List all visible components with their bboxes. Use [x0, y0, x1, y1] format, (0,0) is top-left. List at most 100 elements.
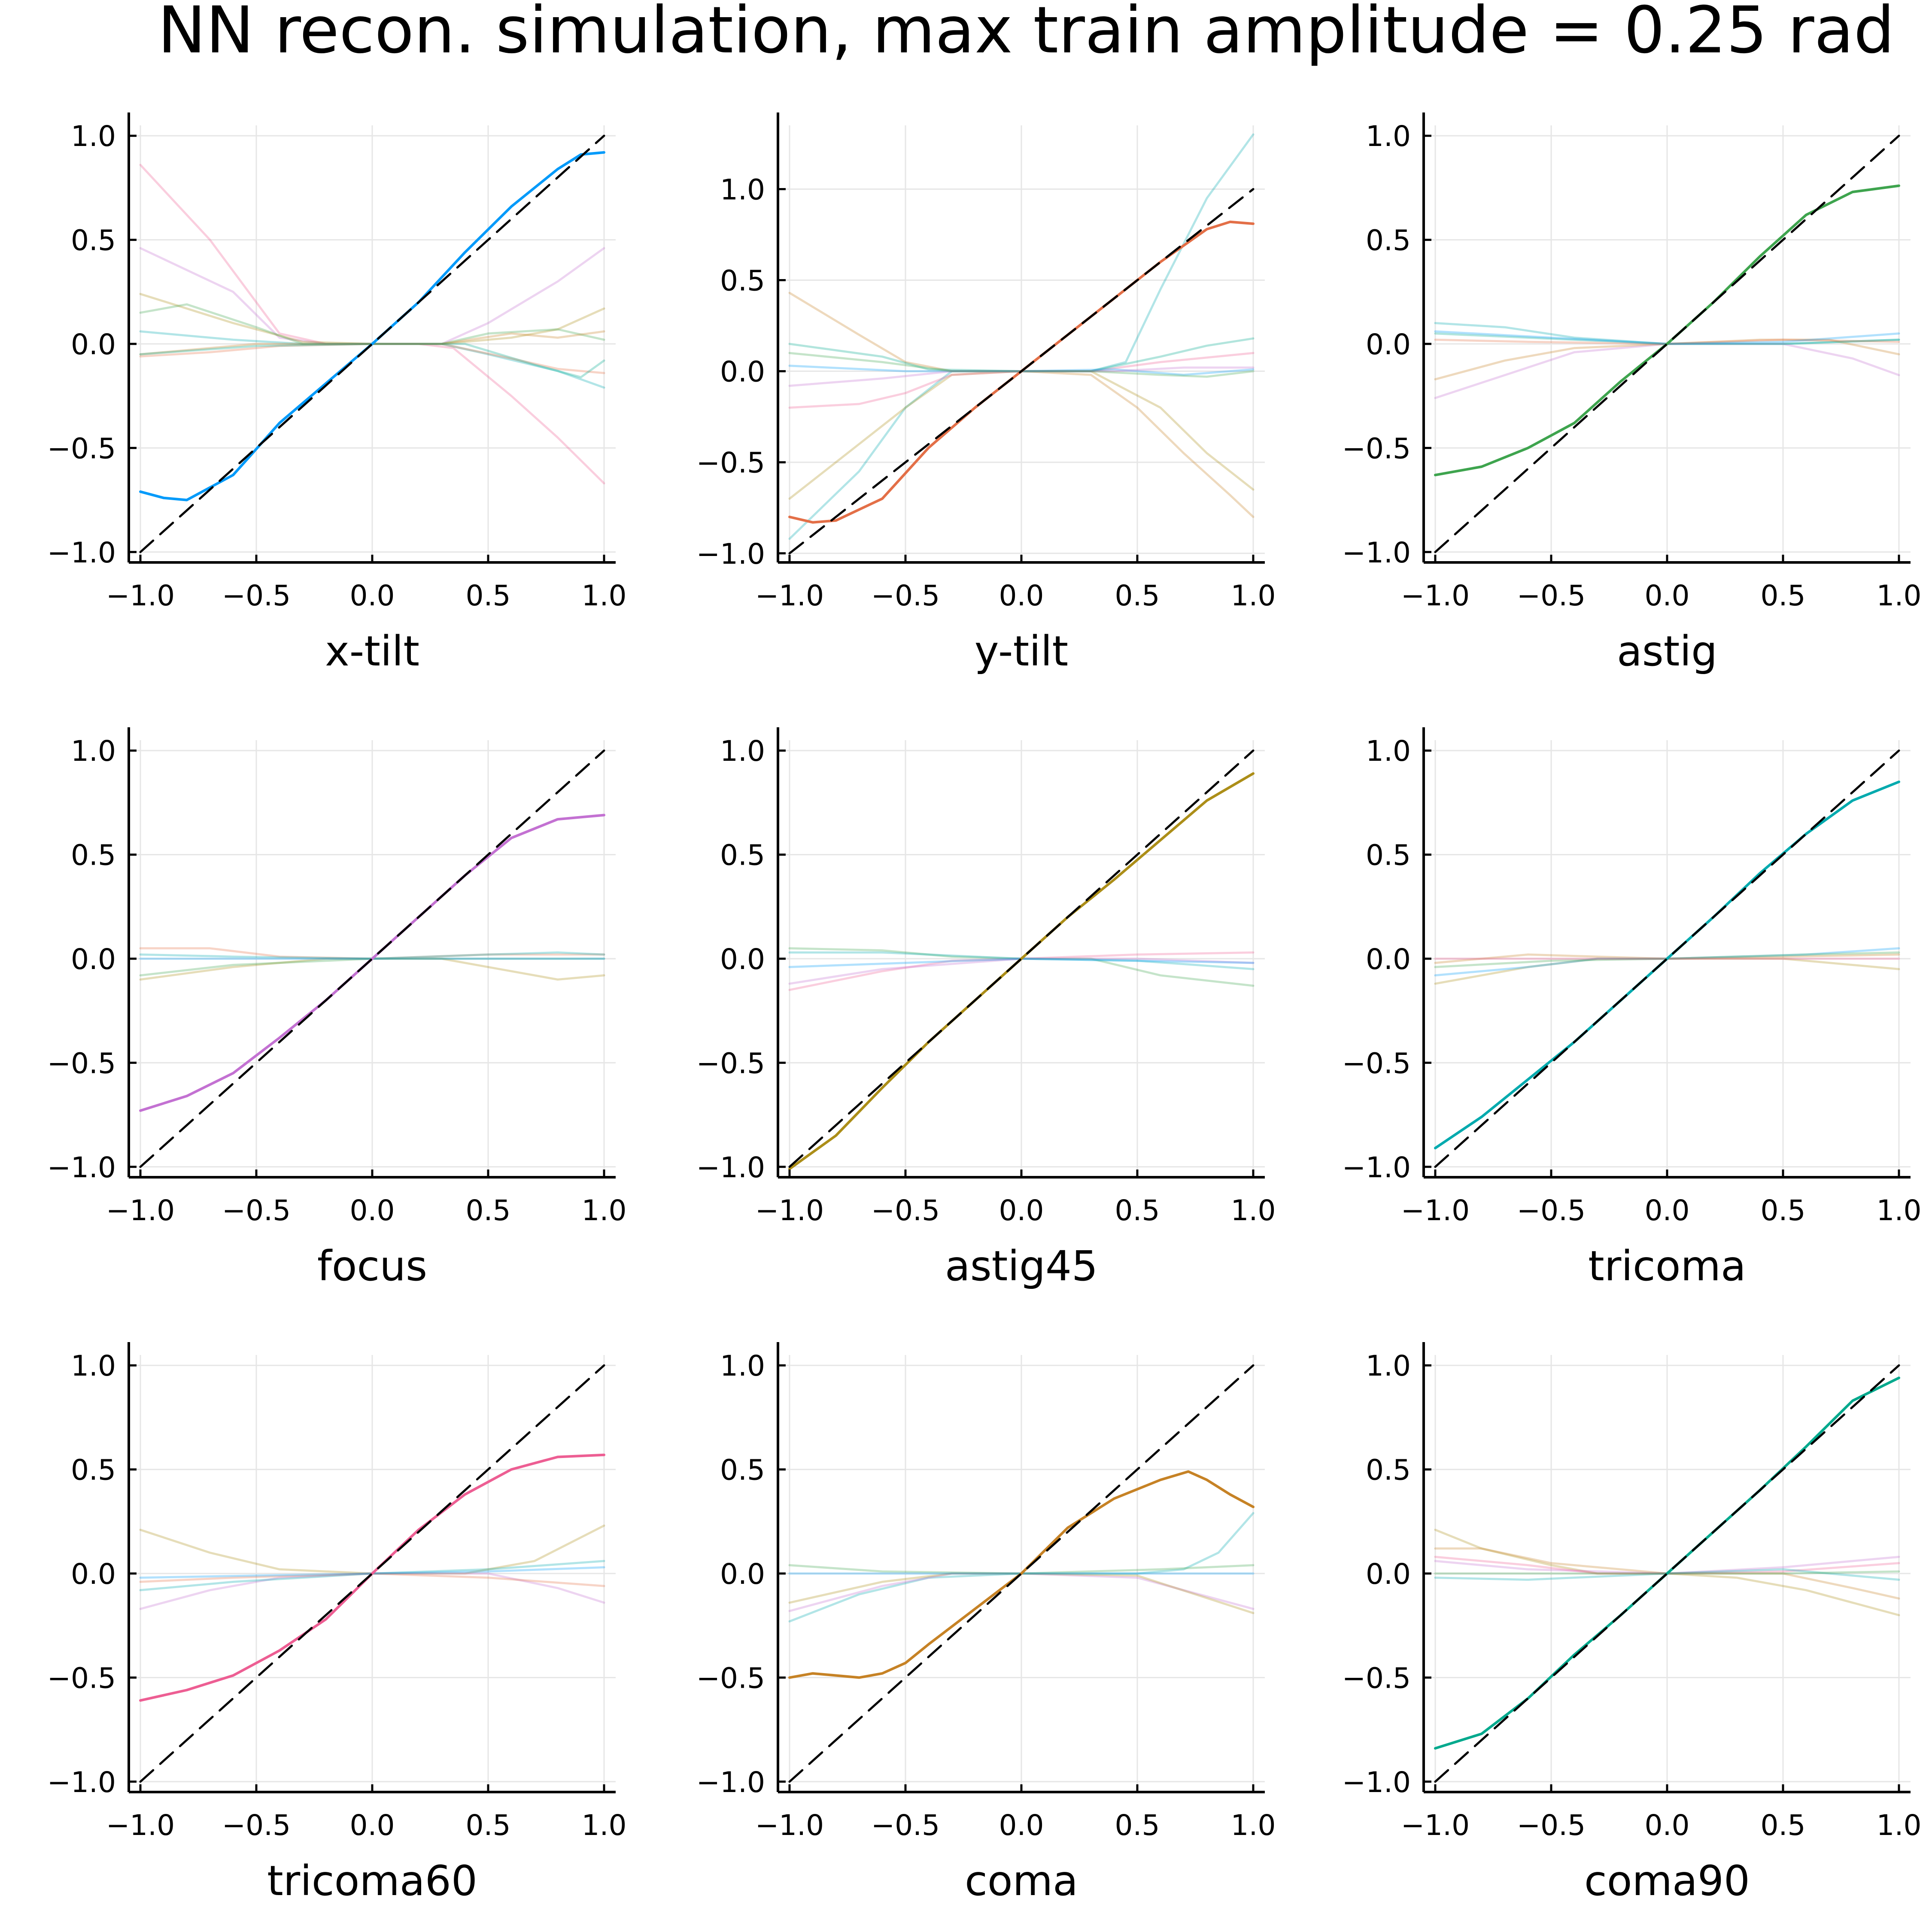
- faint-series-line: [139, 164, 605, 485]
- faint-series-line: [1434, 1555, 1900, 1575]
- x-tick-label: −1.0: [106, 1809, 175, 1842]
- y-tick-label: −0.5: [1342, 432, 1411, 465]
- y-tick-label: −0.5: [696, 447, 765, 480]
- x-axis-label: x-tilt: [325, 627, 419, 675]
- x-tick-label: 0.5: [466, 1809, 511, 1842]
- y-tick-label: −1.0: [47, 536, 116, 569]
- y-tick-label: 1.0: [720, 735, 765, 768]
- faint-series-line: [139, 330, 605, 355]
- x-tick-label: 1.0: [582, 1194, 627, 1227]
- faint-series-line: [788, 1572, 1255, 1614]
- identity-dashed-line: [788, 749, 1255, 1168]
- y-tick-label: −1.0: [47, 1151, 116, 1184]
- identity-dashed-line: [1434, 134, 1900, 553]
- y-tick-label: −0.5: [1342, 1662, 1411, 1695]
- x-tick-label: −0.5: [222, 579, 291, 612]
- faint-series-line: [139, 947, 605, 960]
- y-tick-label: 0.0: [1366, 943, 1411, 976]
- identity-dashed-line: [139, 134, 605, 553]
- faint-series-line: [788, 365, 1255, 376]
- main-series-line: [1434, 781, 1900, 1150]
- y-tick-label: 0.0: [720, 355, 765, 389]
- y-tick-label: 0.0: [71, 328, 116, 361]
- y-tick-label: −0.5: [47, 1047, 116, 1080]
- x-tick-label: 1.0: [1877, 579, 1922, 612]
- x-tick-label: −1.0: [106, 1194, 175, 1227]
- x-axis-label: coma: [965, 1857, 1078, 1905]
- faint-series-line: [139, 951, 605, 960]
- x-axis-label: tricoma60: [267, 1857, 477, 1905]
- x-tick-label: 1.0: [582, 579, 627, 612]
- y-tick-label: 0.5: [71, 1454, 116, 1487]
- x-tick-label: −1.0: [755, 579, 824, 612]
- panel-coma90: −1.0 −0.5 0.0 0.5 1.0 −1.0 −0.5 0.0 0.5 1.0 coma90: [1342, 1342, 1922, 1905]
- faint-series-line: [139, 343, 605, 379]
- y-tick-label: 1.0: [71, 120, 116, 153]
- faint-series-line: [788, 352, 1255, 409]
- x-axis-label: tricoma: [1588, 1242, 1746, 1290]
- main-series-line: [788, 772, 1255, 1170]
- y-tick-label: −1.0: [1342, 1766, 1411, 1799]
- panel-tricoma60: −1.0 −0.5 0.0 0.5 1.0 −1.0 −0.5 0.0 0.5 1.0 tricom…: [47, 1342, 626, 1905]
- x-tick-label: 0.0: [999, 1194, 1044, 1227]
- faint-series-line: [788, 133, 1255, 540]
- faint-series-line: [1434, 322, 1900, 345]
- faint-series-line: [1434, 1528, 1900, 1616]
- panel-x-tilt: −1.0 −0.5 0.0 0.5 1.0 −1.0 −0.5 0.0 0.5 1.0 x-tilt: [47, 112, 627, 675]
- faint-series-line: [139, 957, 605, 981]
- y-tick-label: 0.5: [720, 1454, 765, 1487]
- panel-coma: −1.0 −0.5 0.0 0.5 1.0 −1.0 −0.5 0.0 0.5 1.0 coma: [696, 1342, 1276, 1905]
- x-axis-label: y-tilt: [975, 627, 1068, 675]
- x-axis-label: astig: [1617, 627, 1717, 675]
- x-tick-label: −1.0: [755, 1194, 824, 1227]
- x-tick-label: 1.0: [1231, 1194, 1276, 1227]
- y-tick-label: −0.5: [1342, 1047, 1411, 1080]
- y-tick-label: 1.0: [720, 173, 765, 206]
- faint-series-line: [139, 330, 605, 389]
- y-tick-label: 0.0: [1366, 1558, 1411, 1591]
- x-tick-label: −1.0: [1401, 1194, 1470, 1227]
- y-tick-label: −1.0: [1342, 536, 1411, 569]
- x-tick-label: 0.5: [1761, 579, 1806, 612]
- x-tick-label: 0.5: [1115, 579, 1160, 612]
- y-tick-label: 0.0: [720, 1558, 765, 1591]
- x-tick-label: 0.5: [466, 579, 511, 612]
- faint-series-line: [788, 1512, 1255, 1622]
- x-tick-label: 0.0: [1645, 1809, 1690, 1842]
- faint-series-line: [788, 337, 1255, 373]
- x-axis-label: focus: [317, 1242, 427, 1290]
- identity-dashed-line: [139, 749, 605, 1168]
- x-tick-label: −0.5: [871, 579, 940, 612]
- main-series-line: [139, 1453, 605, 1702]
- y-tick-label: −1.0: [696, 1151, 765, 1184]
- y-tick-label: 0.0: [71, 1558, 116, 1591]
- faint-series-line: [788, 951, 1255, 991]
- x-tick-label: 0.0: [350, 579, 395, 612]
- x-tick-label: 0.0: [1645, 1194, 1690, 1227]
- y-tick-label: 1.0: [1366, 735, 1411, 768]
- x-tick-label: 0.0: [999, 1809, 1044, 1842]
- x-tick-label: −0.5: [871, 1809, 940, 1842]
- y-tick-label: 0.5: [71, 839, 116, 872]
- panel-y-tilt: −1.0 −0.5 0.0 0.5 1.0 −1.0 −0.5 0.0 0.5 1.0 y-tilt: [696, 112, 1276, 675]
- faint-series-line: [788, 292, 1255, 518]
- x-axis-label: astig45: [945, 1242, 1098, 1290]
- x-tick-label: 1.0: [1877, 1809, 1922, 1842]
- x-tick-label: −0.5: [871, 1194, 940, 1227]
- figure-title: NN recon. simulation, max train amplitud…: [158, 0, 1895, 68]
- x-tick-label: −0.5: [1517, 1809, 1586, 1842]
- x-tick-label: −1.0: [755, 1809, 824, 1842]
- y-tick-label: 1.0: [720, 1349, 765, 1382]
- x-tick-label: 1.0: [1231, 579, 1276, 612]
- x-tick-label: −0.5: [222, 1194, 291, 1227]
- x-tick-label: −0.5: [222, 1809, 291, 1842]
- x-tick-label: 1.0: [1231, 1809, 1276, 1842]
- y-tick-label: 0.0: [1366, 328, 1411, 361]
- panel-astig: −1.0 −0.5 0.0 0.5 1.0 −1.0 −0.5 0.0 0.5 1.0 astig: [1342, 112, 1922, 675]
- identity-dashed-line: [1434, 1364, 1900, 1783]
- y-tick-label: 1.0: [1366, 120, 1411, 153]
- main-series-line: [1434, 1376, 1900, 1750]
- faint-series-line: [788, 352, 1255, 378]
- x-axis-label: coma90: [1584, 1857, 1750, 1905]
